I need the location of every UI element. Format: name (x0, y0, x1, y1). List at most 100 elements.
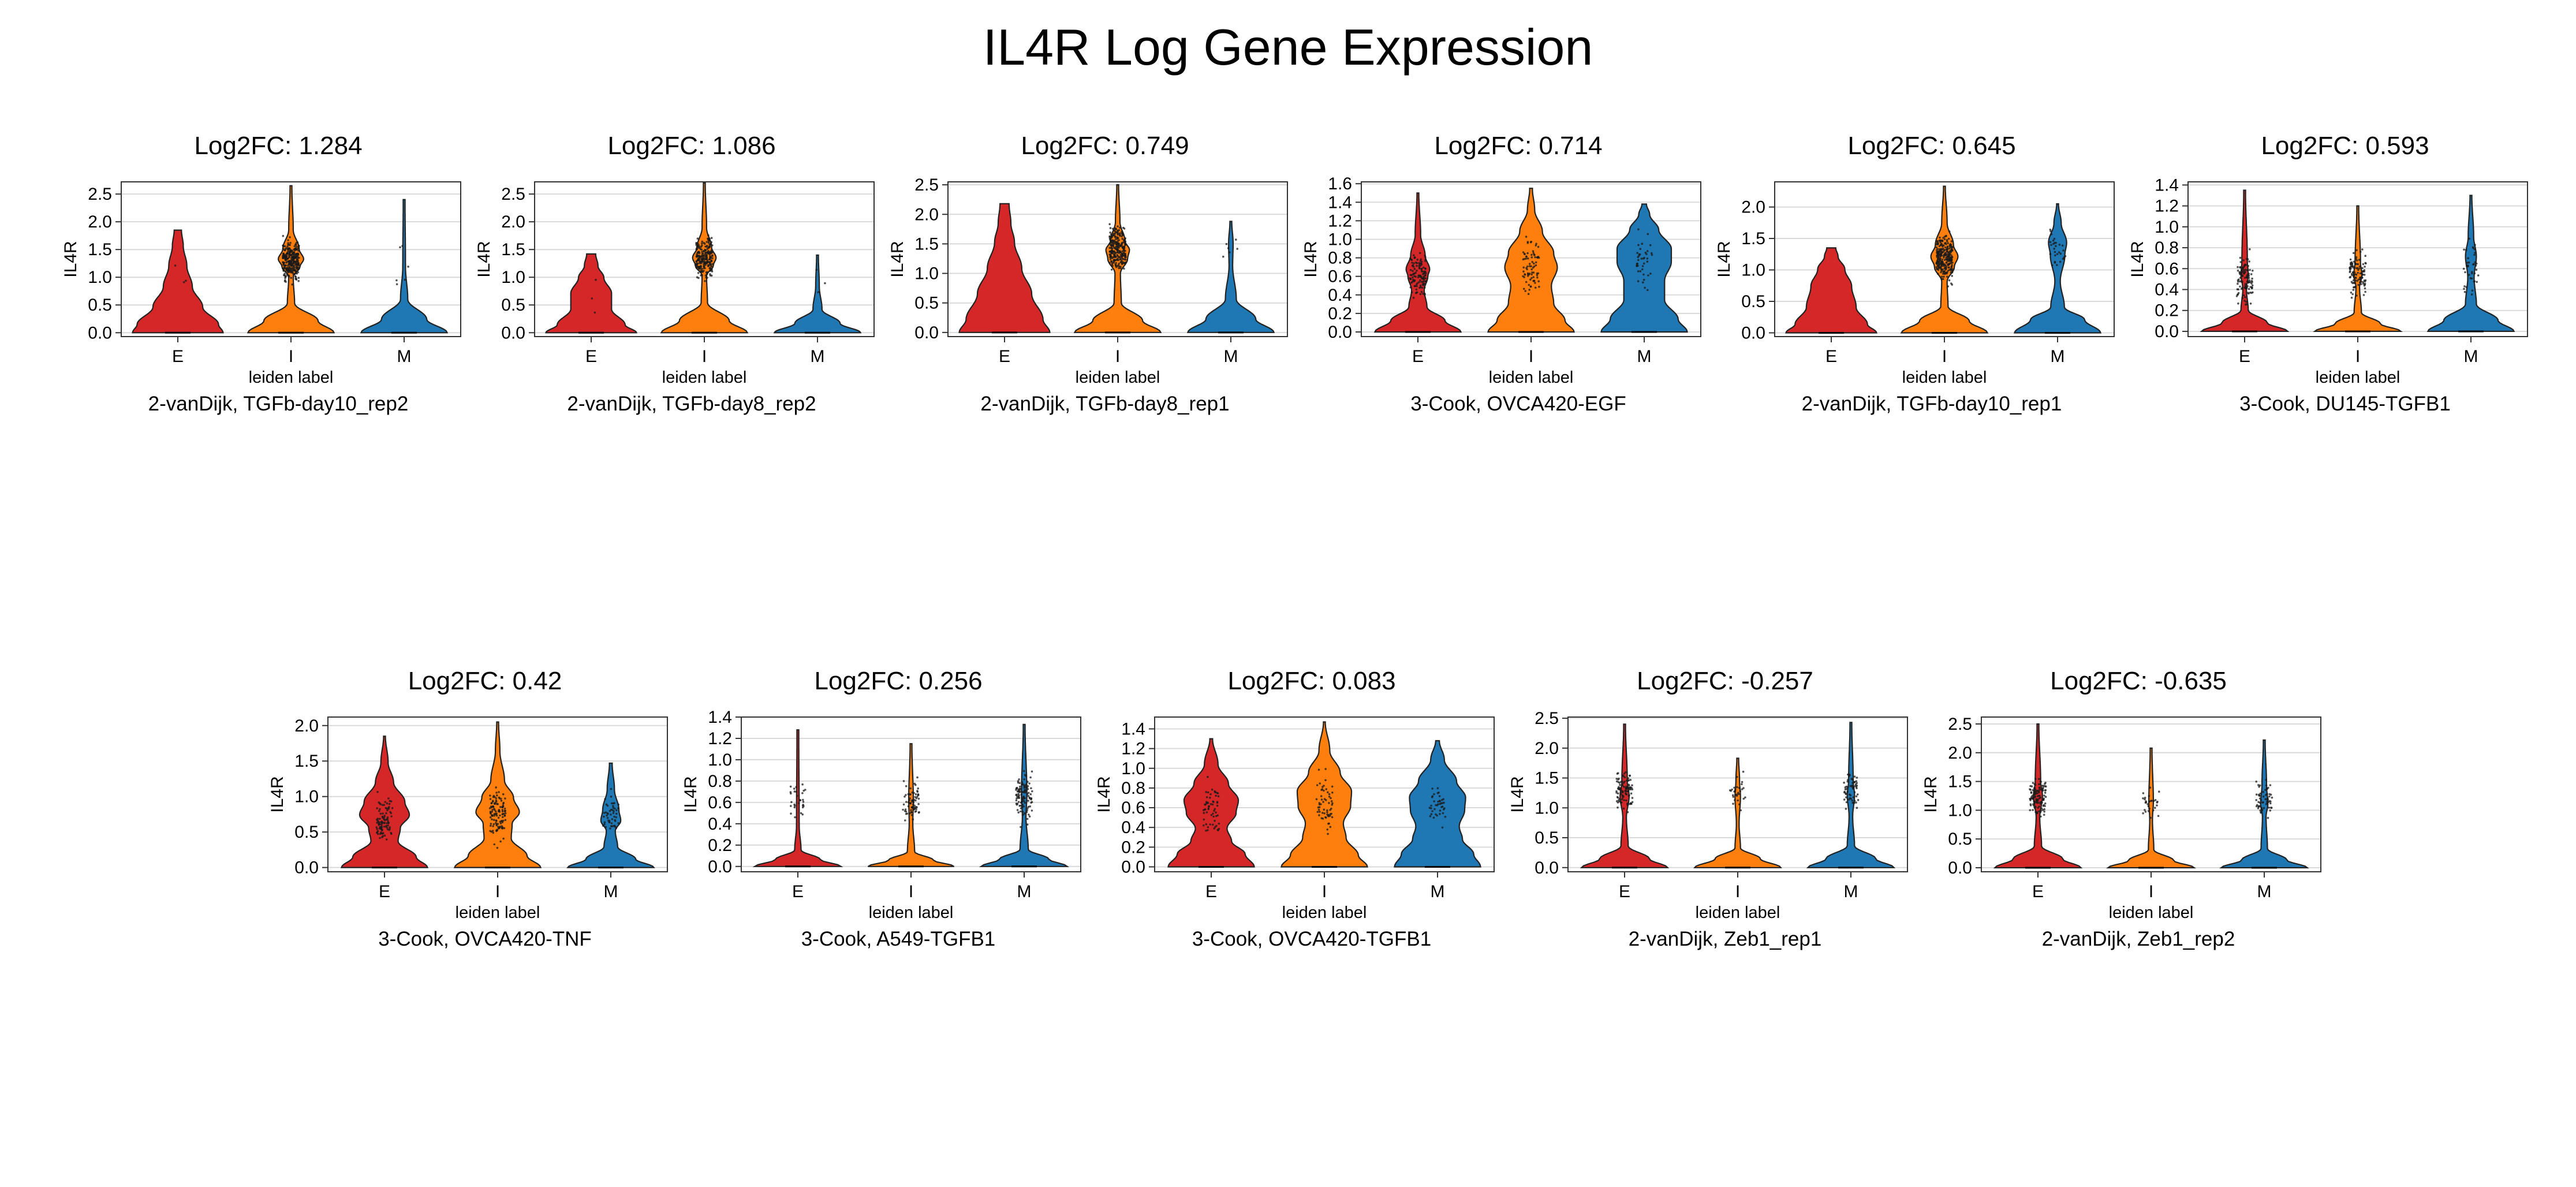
data-point (1849, 785, 1852, 787)
data-point (296, 267, 298, 270)
data-point (1114, 230, 1116, 233)
data-point (2144, 798, 2146, 801)
data-point (2259, 801, 2261, 804)
data-point (496, 846, 499, 849)
data-point (1212, 801, 1215, 803)
x-axis-label: leiden label (249, 368, 334, 387)
data-point (1533, 279, 1536, 282)
data-point (296, 272, 298, 275)
y-axis-label: IL4R (1508, 776, 1527, 812)
data-point (1115, 262, 1117, 264)
data-point (817, 291, 819, 293)
data-point (1324, 779, 1327, 782)
x-tick-label: I (289, 347, 293, 366)
data-point (1623, 786, 1625, 788)
data-point (380, 824, 383, 827)
y-tick-label: 0.6 (708, 793, 732, 812)
data-point (2357, 263, 2360, 266)
data-point (610, 808, 613, 811)
data-point (282, 257, 285, 259)
data-point (2349, 267, 2351, 270)
y-tick-label: 1.5 (1741, 229, 1765, 248)
x-axis-label: leiden label (1902, 368, 1987, 387)
data-point (1122, 262, 1124, 264)
data-point (404, 278, 406, 281)
x-tick-label: I (1322, 882, 1327, 901)
data-point (383, 834, 386, 837)
data-point (2355, 274, 2358, 276)
data-point (699, 247, 701, 249)
data-point (610, 813, 612, 816)
x-tick-label: M (2464, 347, 2478, 366)
data-point (1631, 801, 1634, 804)
data-point (2243, 277, 2246, 279)
data-point (2049, 241, 2052, 243)
data-point (1022, 796, 1025, 798)
data-point (1111, 239, 1114, 242)
data-point (902, 808, 904, 811)
data-point (2034, 795, 2036, 798)
data-point (1420, 258, 1422, 260)
axes-frame (1567, 716, 1908, 872)
data-point (699, 256, 701, 259)
y-tick-label: 1.6 (1328, 174, 1352, 193)
x-tick-label: I (2149, 882, 2153, 901)
data-point (1442, 798, 1444, 800)
data-point (2362, 263, 2365, 266)
violin-M (2219, 739, 2309, 869)
data-point (1017, 811, 1020, 813)
data-point (1626, 804, 1629, 806)
data-point (1945, 266, 1948, 268)
data-point (284, 279, 286, 282)
data-point (380, 827, 383, 830)
y-tick-label: 0.5 (294, 823, 319, 842)
y-tick-label: 0.8 (1121, 779, 1145, 798)
y-tick-label: 0.8 (2155, 238, 2179, 257)
y-tick-label: 2.0 (501, 212, 525, 232)
strip-points-M (2255, 779, 2273, 819)
data-point (1625, 793, 1627, 796)
data-point (2245, 303, 2247, 306)
violin-E (132, 229, 224, 334)
panel-title: Log2FC: 0.714 (1434, 132, 1603, 160)
data-point (289, 241, 292, 244)
data-point (286, 264, 289, 267)
data-point (2043, 811, 2045, 813)
data-point (1213, 827, 1215, 830)
y-tick-label: 0.5 (1535, 828, 1559, 848)
data-point (1331, 792, 1334, 794)
data-point (1319, 782, 1321, 785)
data-point (2353, 260, 2355, 263)
data-point (1412, 266, 1415, 268)
data-point (1855, 795, 1858, 798)
y-tick-label: 2.5 (1535, 709, 1559, 728)
data-point (1947, 285, 1949, 288)
data-point (494, 809, 496, 811)
data-point (282, 267, 285, 270)
panel-subtitle: 2-vanDijk, Zeb1_rep1 (1628, 928, 1822, 950)
data-point (1532, 250, 1535, 252)
data-point (1116, 242, 1119, 244)
data-point (1944, 258, 1947, 261)
data-point (1018, 804, 1021, 807)
data-point (2354, 277, 2357, 279)
data-point (2364, 255, 2366, 257)
data-point (1217, 795, 1220, 797)
data-point (286, 257, 288, 260)
data-point (1018, 797, 1021, 799)
data-point (1021, 790, 1024, 793)
data-point (2463, 290, 2466, 293)
data-point (907, 805, 910, 808)
data-point (1413, 262, 1415, 264)
data-point (1528, 265, 1531, 267)
data-point (1320, 795, 1323, 797)
data-point (1945, 243, 1947, 245)
x-tick-label: M (1431, 882, 1445, 901)
data-point (2040, 801, 2042, 803)
data-point (1526, 265, 1529, 268)
data-point (2058, 244, 2061, 246)
y-tick-label: 0.2 (2155, 301, 2179, 320)
data-point (2357, 283, 2360, 286)
